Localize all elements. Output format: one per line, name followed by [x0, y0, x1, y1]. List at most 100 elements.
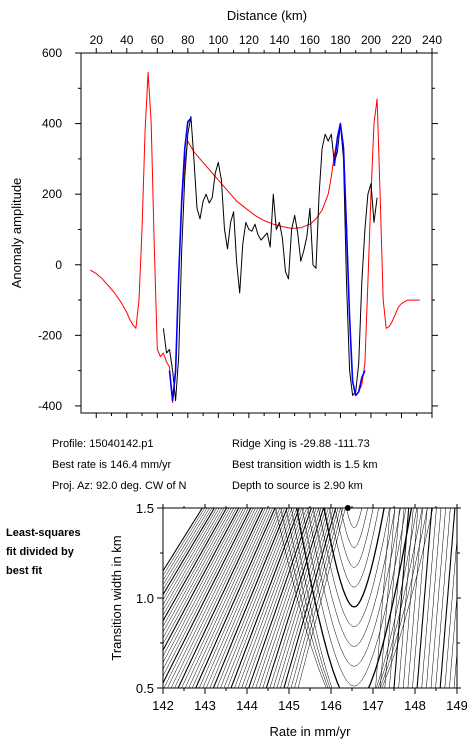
distance-axis-label: Distance (km) — [227, 8, 307, 23]
contour-line — [290, 508, 341, 688]
distance-tick-label: 60 — [151, 33, 165, 47]
contour-line — [234, 508, 302, 688]
contour-line — [345, 508, 363, 529]
contour-line — [407, 508, 423, 688]
width-axis-ticks: 0.5 1.0 1.5 — [136, 501, 461, 696]
contour-line — [269, 508, 327, 688]
contour-line — [393, 508, 410, 688]
distance-tick-label: 100 — [208, 33, 228, 47]
contour-line — [163, 508, 215, 596]
amplitude-tick-label: 200 — [42, 187, 62, 201]
contour-line — [323, 508, 385, 608]
contour-line — [379, 508, 396, 688]
rate-axis-label: Rate in mm/yr — [270, 724, 352, 739]
contour-line — [329, 508, 379, 588]
amplitude-tick-label: 0 — [55, 258, 62, 272]
best-width-info: Best transition width is 1.5 km — [232, 459, 378, 471]
width-axis-label: Transition width in km — [109, 535, 124, 660]
contour-line — [384, 508, 400, 688]
contour-line — [244, 508, 310, 688]
contour-line — [296, 508, 413, 688]
rate-axis-ticks: 142 143 144 145 146 147 148 149 — [152, 504, 467, 713]
contour-line — [230, 508, 300, 688]
contour-line — [291, 508, 418, 688]
distance-tick-label: 80 — [181, 33, 195, 47]
observed-anomaly-line — [162, 116, 378, 402]
contour-line — [174, 508, 261, 688]
contour-line — [191, 508, 273, 688]
anomaly-plot-frame — [80, 52, 433, 414]
contour-line — [307, 508, 401, 667]
contour-line — [444, 535, 457, 688]
amplitude-tick-label: -400 — [38, 399, 62, 413]
contour-line — [209, 508, 285, 688]
contour-line — [262, 508, 322, 688]
contour-line — [439, 508, 456, 688]
contour-line — [248, 508, 312, 688]
contour-line — [223, 508, 295, 688]
contour-line — [163, 508, 237, 645]
distance-tick-label: 20 — [90, 33, 104, 47]
distance-axis-ticks: 20 40 60 80 100 120 140 160 180 200 220 240 — [90, 33, 442, 418]
contour-line — [163, 508, 218, 601]
misfit-contour-chart: 142 143 144 145 146 147 148 149 0.5 1.0 1.5 Rate … — [109, 501, 467, 739]
contour-line — [416, 508, 433, 688]
amplitude-tick-label: 600 — [42, 46, 62, 60]
distance-tick-label: 220 — [391, 33, 411, 47]
amplitude-axis-ticks: -400 -200 0 200 400 600 — [38, 46, 438, 413]
contour-line — [340, 508, 368, 548]
contour-line — [163, 508, 232, 633]
contour-line — [265, 508, 325, 688]
ridge-crossing-info: Ridge Xing is -29.88 -111.73 — [232, 438, 370, 450]
contour-line — [163, 508, 225, 616]
rate-tick-label: 147 — [362, 698, 384, 713]
contour-line — [163, 508, 247, 670]
contour-line — [412, 508, 428, 688]
width-tick-label: 1.5 — [136, 501, 154, 516]
fitted-anomaly-line — [168, 117, 192, 402]
contour-line — [163, 508, 244, 664]
contour-line — [294, 508, 344, 688]
contour-line — [276, 508, 332, 688]
contour-line — [280, 508, 334, 688]
rate-tick-label: 142 — [152, 698, 174, 713]
width-tick-label: 0.5 — [136, 681, 154, 696]
contour-line — [163, 508, 252, 685]
distance-tick-label: 40 — [120, 33, 134, 47]
best-rate-info: Best rate is 146.4 mm/yr — [52, 459, 172, 471]
anomaly-series — [89, 71, 420, 403]
contour-line — [163, 508, 230, 627]
rate-tick-label: 149 — [446, 698, 467, 713]
contour-line — [280, 508, 428, 688]
contour-line — [202, 508, 281, 688]
distance-tick-label: 140 — [269, 33, 289, 47]
contour-line — [227, 508, 298, 688]
contour-line — [251, 508, 315, 688]
contour-line — [426, 508, 442, 688]
contour-line — [216, 508, 290, 688]
contour-line — [285, 508, 423, 688]
contour-line — [199, 508, 278, 688]
contour-line — [163, 508, 220, 606]
contour-description-line: best fit — [6, 565, 43, 577]
rate-tick-label: 144 — [236, 698, 258, 713]
contour-line — [463, 508, 467, 688]
contour-line — [163, 508, 203, 572]
rate-tick-label: 148 — [404, 698, 426, 713]
contour-line — [259, 508, 319, 688]
distance-tick-label: 120 — [239, 33, 259, 47]
misfit-contours — [163, 508, 467, 688]
contour-line — [163, 508, 227, 622]
contour-line — [398, 508, 414, 688]
contour-line — [206, 508, 283, 688]
contour-line — [163, 508, 254, 688]
contour-line — [255, 508, 317, 688]
profile-info: Profile: 15040142.p1 — [52, 438, 154, 450]
amplitude-tick-label: 400 — [42, 117, 62, 131]
contour-line — [389, 508, 405, 688]
contour-line — [421, 508, 437, 688]
contour-line — [283, 508, 337, 688]
contour-line — [212, 508, 288, 688]
width-tick-label: 1.0 — [136, 591, 154, 606]
